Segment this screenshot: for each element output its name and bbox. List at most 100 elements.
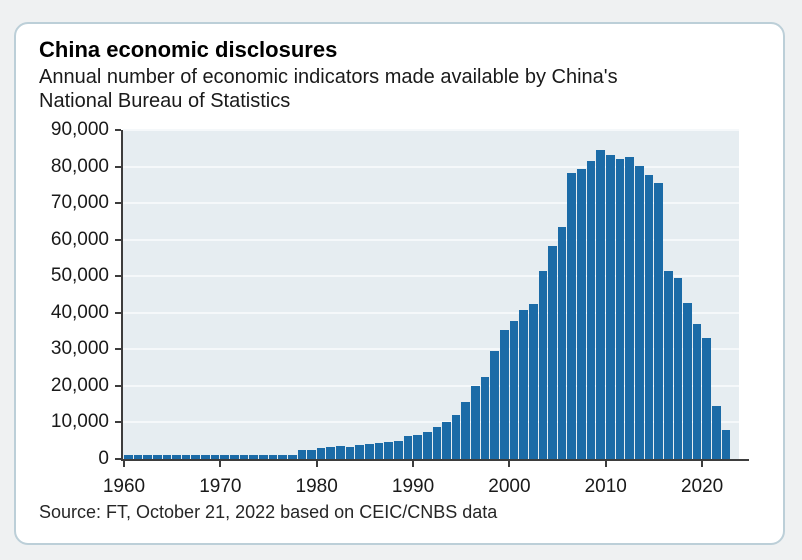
bar-1994: [451, 415, 461, 459]
bar-2017: [673, 277, 683, 459]
y-tick: [115, 458, 121, 460]
bar-1998: [490, 351, 499, 459]
x-axis-line: [121, 459, 749, 461]
x-tick: [701, 461, 704, 467]
gridline: [123, 384, 739, 387]
bar-2016: [663, 271, 673, 459]
bar-2012: [625, 156, 634, 459]
bar-1972: [239, 454, 249, 459]
chart-subtitle-line2: National Bureau of Statistics: [39, 90, 291, 112]
bar-1968: [201, 454, 210, 459]
bar-1963: [152, 454, 162, 459]
y-tick-label: 0: [98, 448, 109, 469]
chart-subtitle: Annual number of economic indicators mad…: [39, 65, 618, 113]
bar-2007: [577, 169, 586, 459]
y-tick-label: 50,000: [50, 265, 109, 287]
bar-1974: [258, 454, 268, 459]
bar-1996: [471, 386, 480, 459]
bar-1965: [172, 454, 181, 459]
x-tick-label: 1960: [102, 476, 146, 497]
bar-1987: [384, 442, 393, 459]
chart-subtitle-line1: Annual number of economic indicators mad…: [39, 66, 618, 88]
bar-1962: [143, 454, 152, 459]
bar-2006: [567, 173, 577, 459]
x-tick: [123, 461, 125, 467]
bar-2009: [596, 150, 606, 459]
y-axis-line: [121, 130, 123, 461]
gridline: [123, 421, 739, 424]
gridline: [123, 311, 739, 314]
y-tick: [115, 311, 121, 314]
bar-1978: [297, 449, 307, 459]
x-tick: [604, 461, 607, 467]
y-tick: [115, 348, 121, 351]
bar-1990: [413, 435, 422, 459]
y-tick: [115, 238, 121, 241]
bar-2008: [586, 160, 596, 459]
bar-1975: [268, 454, 278, 459]
bar-1976: [278, 454, 287, 459]
x-tick-label: 2000: [488, 476, 531, 497]
y-tick: [115, 129, 121, 131]
bar-2010: [606, 155, 615, 459]
bar-1995: [461, 402, 471, 459]
bar-1979: [307, 449, 316, 459]
bar-2003: [538, 271, 548, 459]
bar-1971: [230, 454, 239, 459]
gridline: [123, 238, 739, 241]
bar-1991: [422, 432, 432, 459]
y-tick-label: 40,000: [50, 301, 109, 323]
bar-2002: [528, 304, 538, 459]
gridline: [123, 129, 739, 131]
bar-1967: [191, 454, 201, 459]
bar-1999: [499, 329, 509, 459]
bar-2015: [654, 182, 663, 459]
bar-2004: [548, 245, 557, 459]
y-tick: [115, 165, 121, 168]
bar-series: [124, 130, 731, 459]
x-tick-label: 2020: [680, 476, 724, 497]
bar-1992: [432, 427, 442, 459]
bar-2018: [683, 302, 692, 459]
bar-1988: [393, 440, 403, 459]
bar-2019: [692, 324, 702, 459]
chart-title: China economic disclosures: [39, 37, 338, 62]
bar-2013: [634, 165, 644, 459]
y-tick-label: 30,000: [50, 338, 109, 360]
bar-1977: [287, 454, 297, 459]
y-tick-label: 60,000: [50, 228, 109, 250]
bar-1966: [181, 454, 191, 459]
y-tick: [115, 384, 121, 387]
y-tick-label: 20,000: [50, 374, 109, 396]
bar-1982: [336, 445, 345, 459]
bar-1961: [133, 454, 143, 459]
y-tick: [115, 275, 121, 278]
x-tick: [412, 461, 415, 467]
bar-1989: [403, 436, 413, 459]
bar-1993: [442, 422, 451, 459]
x-tick-label: 2010: [584, 476, 627, 497]
y-tick-label: 10,000: [50, 411, 109, 433]
bar-1964: [162, 454, 172, 459]
x-tick: [508, 461, 511, 467]
bar-2011: [615, 159, 625, 459]
x-tick-label: 1990: [391, 476, 435, 497]
gridline: [123, 165, 739, 168]
gridline: [123, 275, 739, 278]
bar-2020: [702, 337, 712, 459]
gridline: [123, 348, 739, 351]
y-tick: [115, 421, 121, 424]
chart-card: China economic disclosures Annual number…: [14, 22, 785, 545]
gridline: [123, 202, 739, 205]
bar-2014: [644, 175, 654, 459]
bar-2022: [721, 429, 731, 459]
bar-2005: [557, 226, 567, 459]
bar-2000: [509, 321, 519, 459]
bar-1984: [355, 444, 365, 459]
bar-2001: [519, 309, 528, 459]
bar-1983: [345, 446, 355, 459]
plot-area: [123, 129, 739, 459]
source-note: Source: FT, October 21, 2022 based on CE…: [39, 502, 498, 522]
bar-1997: [480, 376, 490, 459]
bar-1960: [124, 454, 133, 459]
